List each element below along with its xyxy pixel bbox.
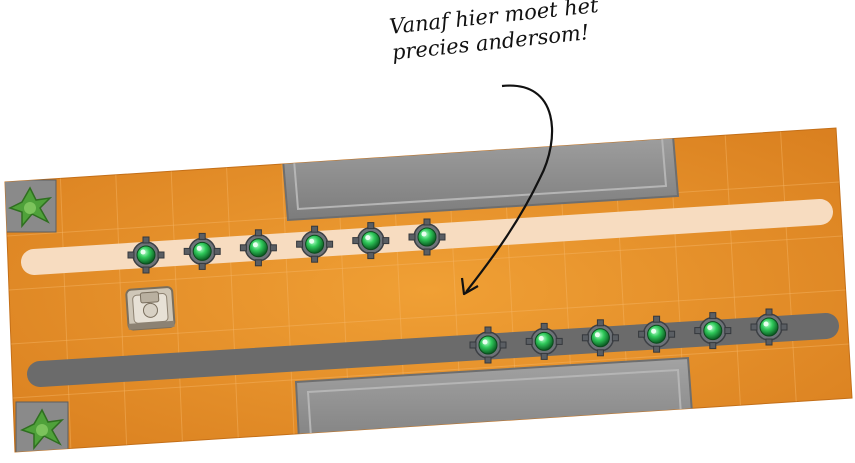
grid-line xyxy=(10,289,846,345)
grid-line xyxy=(115,174,128,445)
grid-line xyxy=(226,167,239,438)
gem-icon xyxy=(296,225,334,263)
gem-icon xyxy=(239,229,277,267)
arrow-icon xyxy=(465,84,554,293)
grid-line xyxy=(281,163,295,435)
bush-icon xyxy=(5,179,57,233)
grid-line xyxy=(780,131,797,402)
gem-icon xyxy=(183,232,221,270)
gem-icon xyxy=(525,322,563,360)
gem-layer xyxy=(127,218,788,364)
robot-tank-icon xyxy=(125,286,176,331)
grid-line xyxy=(170,171,183,442)
grid-line xyxy=(724,135,741,406)
arrowhead xyxy=(460,277,479,296)
gem-icon xyxy=(408,218,446,256)
gem-icon xyxy=(581,319,619,357)
grid-line xyxy=(59,178,72,449)
bush-icon xyxy=(15,401,69,452)
grid-line xyxy=(8,235,843,291)
gem-icon xyxy=(352,222,390,260)
gem-icon xyxy=(469,326,507,364)
gem-icon xyxy=(694,312,732,350)
gem-icon xyxy=(750,308,788,346)
gem-icon xyxy=(638,315,676,353)
board-contents xyxy=(5,128,849,452)
gem-icon xyxy=(127,236,165,274)
grid-line xyxy=(12,343,849,399)
